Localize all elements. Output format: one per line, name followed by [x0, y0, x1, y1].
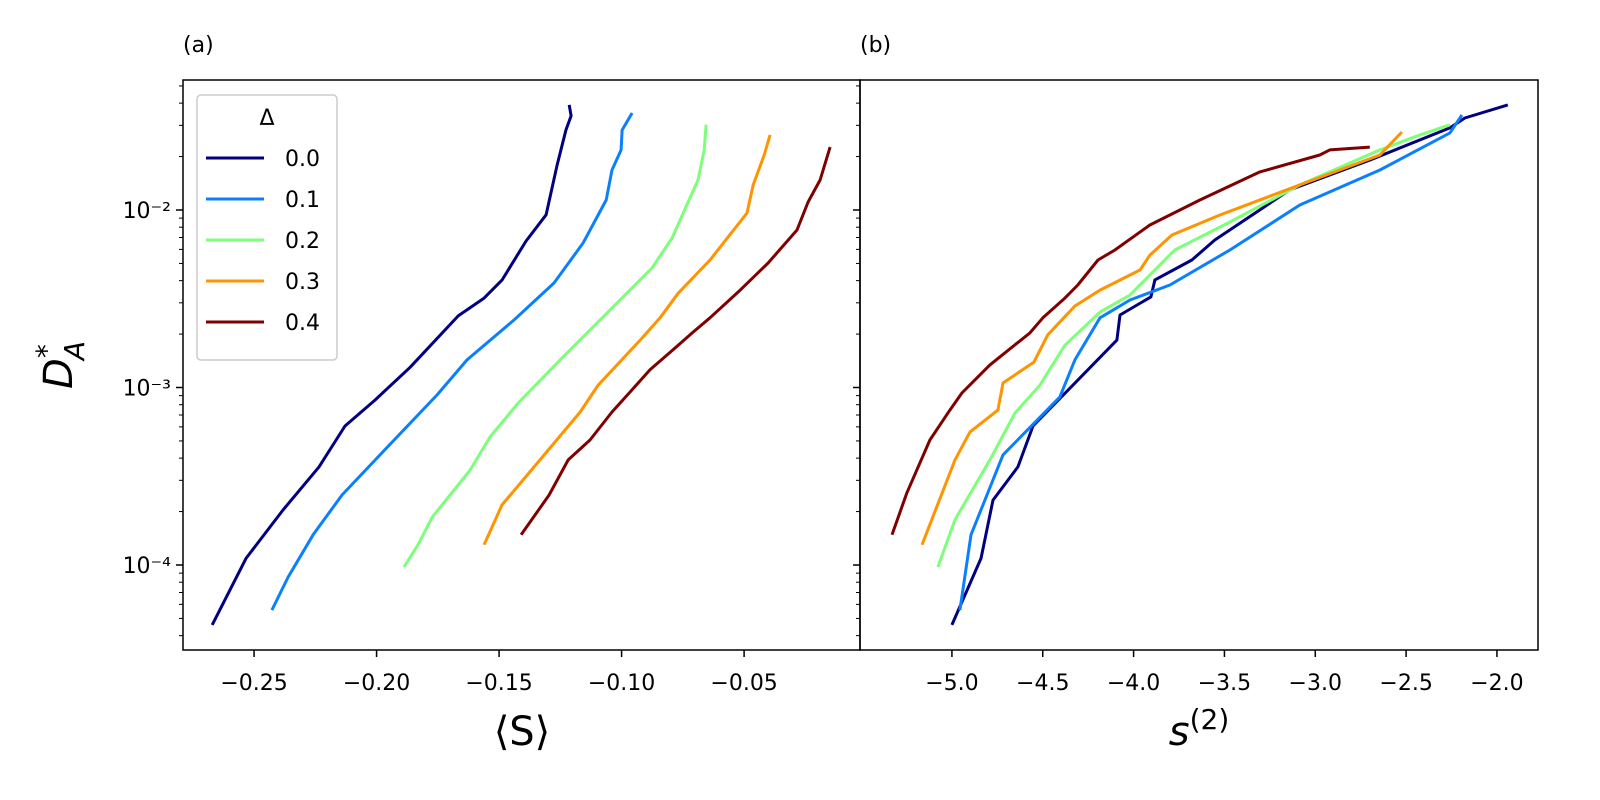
y-axis-label: D*A	[30, 341, 91, 389]
data-line	[920, 130, 1403, 546]
data-line	[936, 123, 1451, 568]
y-tick-label: 10⁻²	[123, 199, 171, 224]
data-line	[519, 146, 832, 536]
y-axis-label-base: D	[36, 358, 82, 389]
x-tick-label: −0.15	[465, 671, 532, 696]
y-axis-label-sup: *	[30, 344, 63, 358]
data-line	[402, 124, 708, 568]
y-tick-label: 10⁻³	[123, 377, 171, 402]
legend-label: 0.2	[285, 229, 320, 254]
x-axis-label: ⟨S⟩	[494, 709, 551, 755]
x-tick-label: −0.25	[220, 671, 287, 696]
x-tick-label: −5.0	[925, 671, 978, 696]
data-line	[950, 103, 1509, 626]
panel-title: (b)	[860, 33, 891, 58]
x-tick-label: −4.0	[1107, 671, 1160, 696]
data-line	[482, 134, 772, 546]
legend-label: 0.0	[285, 147, 320, 172]
x-tick-label: −0.05	[710, 671, 777, 696]
legend-label: 0.4	[285, 311, 320, 336]
x-tick-label: −0.20	[343, 671, 410, 696]
data-line	[958, 114, 1464, 611]
data-line	[270, 112, 634, 611]
x-tick-label: −3.5	[1198, 671, 1251, 696]
data-line	[210, 104, 573, 626]
x-tick-label: −4.5	[1016, 671, 1069, 696]
x-tick-label: −2.5	[1379, 671, 1432, 696]
x-tick-label: −3.0	[1289, 671, 1342, 696]
data-line	[890, 145, 1370, 536]
plot-frame	[859, 79, 1539, 651]
legend-title: Δ	[259, 106, 274, 131]
y-tick-label: 10⁻⁴	[123, 554, 172, 579]
x-axis-label-sup: (2)	[1190, 703, 1230, 736]
legend-label: 0.1	[285, 188, 320, 213]
x-axis-label-base: s	[1169, 709, 1190, 755]
x-axis-label: s(2)	[1169, 703, 1230, 755]
legend-box	[196, 94, 338, 361]
panel-title: (a)	[183, 33, 214, 58]
legend-label: 0.3	[285, 270, 320, 295]
x-tick-label: −2.0	[1470, 671, 1523, 696]
y-axis-label-sub: A	[58, 341, 91, 362]
x-tick-label: −0.10	[588, 671, 655, 696]
